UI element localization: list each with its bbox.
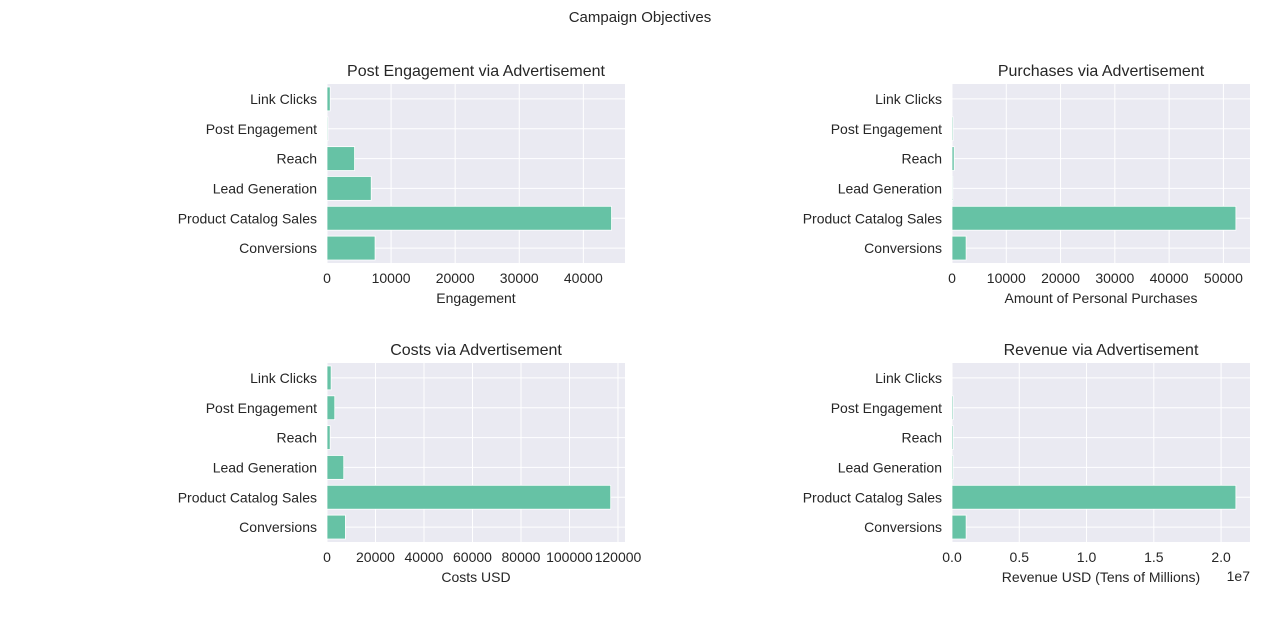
- y-tick-label: Conversions: [864, 519, 942, 535]
- plot-area: [952, 84, 1250, 263]
- x-tick-label: 60000: [453, 549, 492, 565]
- bar-link-clicks: [326, 86, 331, 112]
- bar-reach: [951, 146, 955, 171]
- x-tick-label: 1.5: [1144, 549, 1164, 565]
- chart-title: Costs via Advertisement: [390, 342, 562, 359]
- x-tick-label: 120000: [595, 549, 642, 565]
- x-tick-label: 40000: [1150, 270, 1189, 286]
- chart-title: Revenue via Advertisement: [1004, 342, 1199, 359]
- bar-lead-generation: [326, 455, 345, 480]
- x-tick-label: 1.0: [1077, 549, 1097, 565]
- y-tick-label: Conversions: [239, 240, 317, 256]
- bar-lead-generation: [326, 176, 372, 201]
- bar-conversions: [951, 235, 967, 261]
- x-tick-label: 30000: [500, 270, 539, 286]
- bar-link-clicks: [326, 365, 332, 391]
- chart-panel-1: Link Clicks Post Engagement Reach Lead Gene…: [178, 63, 625, 306]
- x-tick-label: 80000: [502, 549, 541, 565]
- y-tick-label: Reach: [277, 151, 317, 167]
- y-tick-label: Post Engagement: [831, 121, 942, 137]
- y-tick-label: Product Catalog Sales: [178, 489, 317, 505]
- x-tick-label: 0: [948, 270, 956, 286]
- bar-reach: [326, 146, 355, 171]
- x-offset-label: 1e7: [1227, 568, 1251, 584]
- plot-area: [327, 84, 625, 263]
- x-tick-label: 2.0: [1211, 549, 1231, 565]
- bar-post-engagement: [951, 116, 954, 142]
- y-tick-label: Product Catalog Sales: [803, 489, 942, 505]
- x-tick-label: 20000: [356, 549, 395, 565]
- bar-lead-generation: [951, 455, 954, 480]
- x-tick-label: 0: [323, 549, 331, 565]
- y-tick-label: Product Catalog Sales: [178, 210, 317, 226]
- y-tick-label: Conversions: [864, 240, 942, 256]
- y-tick-label: Link Clicks: [875, 91, 942, 107]
- y-tick-label: Conversions: [239, 519, 317, 535]
- chart-panel-4: Link Clicks Post Engagement Reach Lead Gene…: [803, 342, 1251, 585]
- y-tick-label: Post Engagement: [206, 400, 317, 416]
- bar-conversions: [326, 235, 376, 261]
- bar-product-catalog-sales: [951, 484, 1237, 510]
- x-tick-label: 0.5: [1010, 549, 1030, 565]
- y-tick-label: Lead Generation: [213, 459, 317, 475]
- bar-lead-generation: [951, 176, 954, 201]
- y-tick-label: Lead Generation: [213, 180, 317, 196]
- y-tick-label: Link Clicks: [250, 370, 317, 386]
- chart-title: Post Engagement via Advertisement: [347, 63, 605, 80]
- bar-conversions: [951, 514, 967, 540]
- y-tick-label: Lead Generation: [838, 459, 942, 475]
- x-axis-label: Costs USD: [441, 569, 510, 585]
- y-tick-label: Lead Generation: [838, 180, 942, 196]
- x-tick-label: 20000: [1041, 270, 1080, 286]
- plot-area: [327, 363, 625, 542]
- bar-product-catalog-sales: [951, 205, 1237, 231]
- x-tick-label: 0.0: [942, 549, 962, 565]
- bar-post-engagement: [326, 116, 329, 142]
- x-tick-label: 40000: [564, 270, 603, 286]
- bar-reach: [951, 425, 954, 450]
- bar-reach: [326, 425, 331, 450]
- chart-panel-2: Link Clicks Post Engagement Reach Lead Gene…: [803, 63, 1250, 306]
- y-tick-label: Link Clicks: [250, 91, 317, 107]
- y-tick-label: Post Engagement: [206, 121, 317, 137]
- bar-product-catalog-sales: [326, 205, 612, 231]
- y-tick-label: Post Engagement: [831, 400, 942, 416]
- x-axis-label: Engagement: [436, 290, 516, 306]
- y-tick-label: Reach: [902, 430, 942, 446]
- chart-panel-3: Link Clicks Post Engagement Reach Lead Gene…: [178, 342, 642, 585]
- x-axis-label: Revenue USD (Tens of Millions): [1002, 569, 1200, 585]
- y-tick-label: Reach: [277, 430, 317, 446]
- chart-title: Purchases via Advertisement: [998, 63, 1205, 80]
- bar-product-catalog-sales: [326, 484, 612, 510]
- x-tick-label: 100000: [546, 549, 593, 565]
- bar-post-engagement: [951, 395, 954, 421]
- x-tick-label: 0: [323, 270, 331, 286]
- x-tick-label: 10000: [987, 270, 1026, 286]
- y-tick-label: Reach: [902, 151, 942, 167]
- figure-title: Campaign Objectives: [568, 9, 712, 26]
- bar-conversions: [326, 514, 346, 540]
- x-tick-label: 50000: [1204, 270, 1243, 286]
- bar-post-engagement: [326, 395, 336, 421]
- x-axis-label: Amount of Personal Purchases: [1005, 290, 1198, 306]
- y-tick-label: Link Clicks: [875, 370, 942, 386]
- x-tick-label: 40000: [405, 549, 444, 565]
- y-tick-label: Product Catalog Sales: [803, 210, 942, 226]
- x-tick-label: 20000: [436, 270, 475, 286]
- x-tick-label: 10000: [372, 270, 411, 286]
- x-tick-label: 30000: [1095, 270, 1134, 286]
- plot-area: [952, 363, 1250, 542]
